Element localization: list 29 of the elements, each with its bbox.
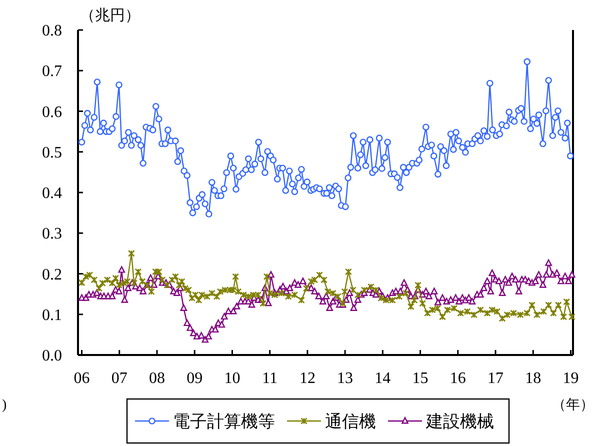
x-tick-label: 08 xyxy=(148,370,165,387)
x-tick-label: 15 xyxy=(412,370,428,387)
y-tick-label: 0.6 xyxy=(42,104,62,121)
y-tick-label: 0.3 xyxy=(42,226,62,243)
x-tick-label: 13 xyxy=(337,370,354,387)
y-axis-title: （兆円） xyxy=(80,7,140,24)
legend-label: 通信機 xyxy=(325,412,376,431)
x-tick-label: 17 xyxy=(488,370,504,387)
text: ) xyxy=(2,398,7,413)
y-tick-label: 0.0 xyxy=(42,348,62,365)
x-tick-label: 10 xyxy=(224,370,240,387)
x-tick-label: 18 xyxy=(525,370,542,387)
y-tick-label: 0.2 xyxy=(42,266,62,284)
x-tick-label: 06 xyxy=(74,370,90,387)
legend-label: 建設機械 xyxy=(425,412,494,431)
y-tick-label: 0.5 xyxy=(42,144,62,162)
x-tick-label: 16 xyxy=(450,370,466,387)
x-tick-label: 07 xyxy=(111,370,128,387)
y-tick-label: 0.4 xyxy=(42,185,62,202)
legend-label: 電子計算機等 xyxy=(173,412,275,431)
y-tick-label: 0.1 xyxy=(42,306,62,324)
x-axis-title: （年） xyxy=(552,397,594,413)
x-tick-label: 19 xyxy=(562,370,579,387)
y-tick-label: 0.7 xyxy=(42,63,62,80)
y-tick-label: 0.8 xyxy=(42,22,62,40)
x-tick-label: 12 xyxy=(299,370,316,387)
x-tick-label: 11 xyxy=(262,370,278,387)
x-tick-label: 09 xyxy=(186,370,203,387)
x-tick-label: 14 xyxy=(374,370,391,387)
